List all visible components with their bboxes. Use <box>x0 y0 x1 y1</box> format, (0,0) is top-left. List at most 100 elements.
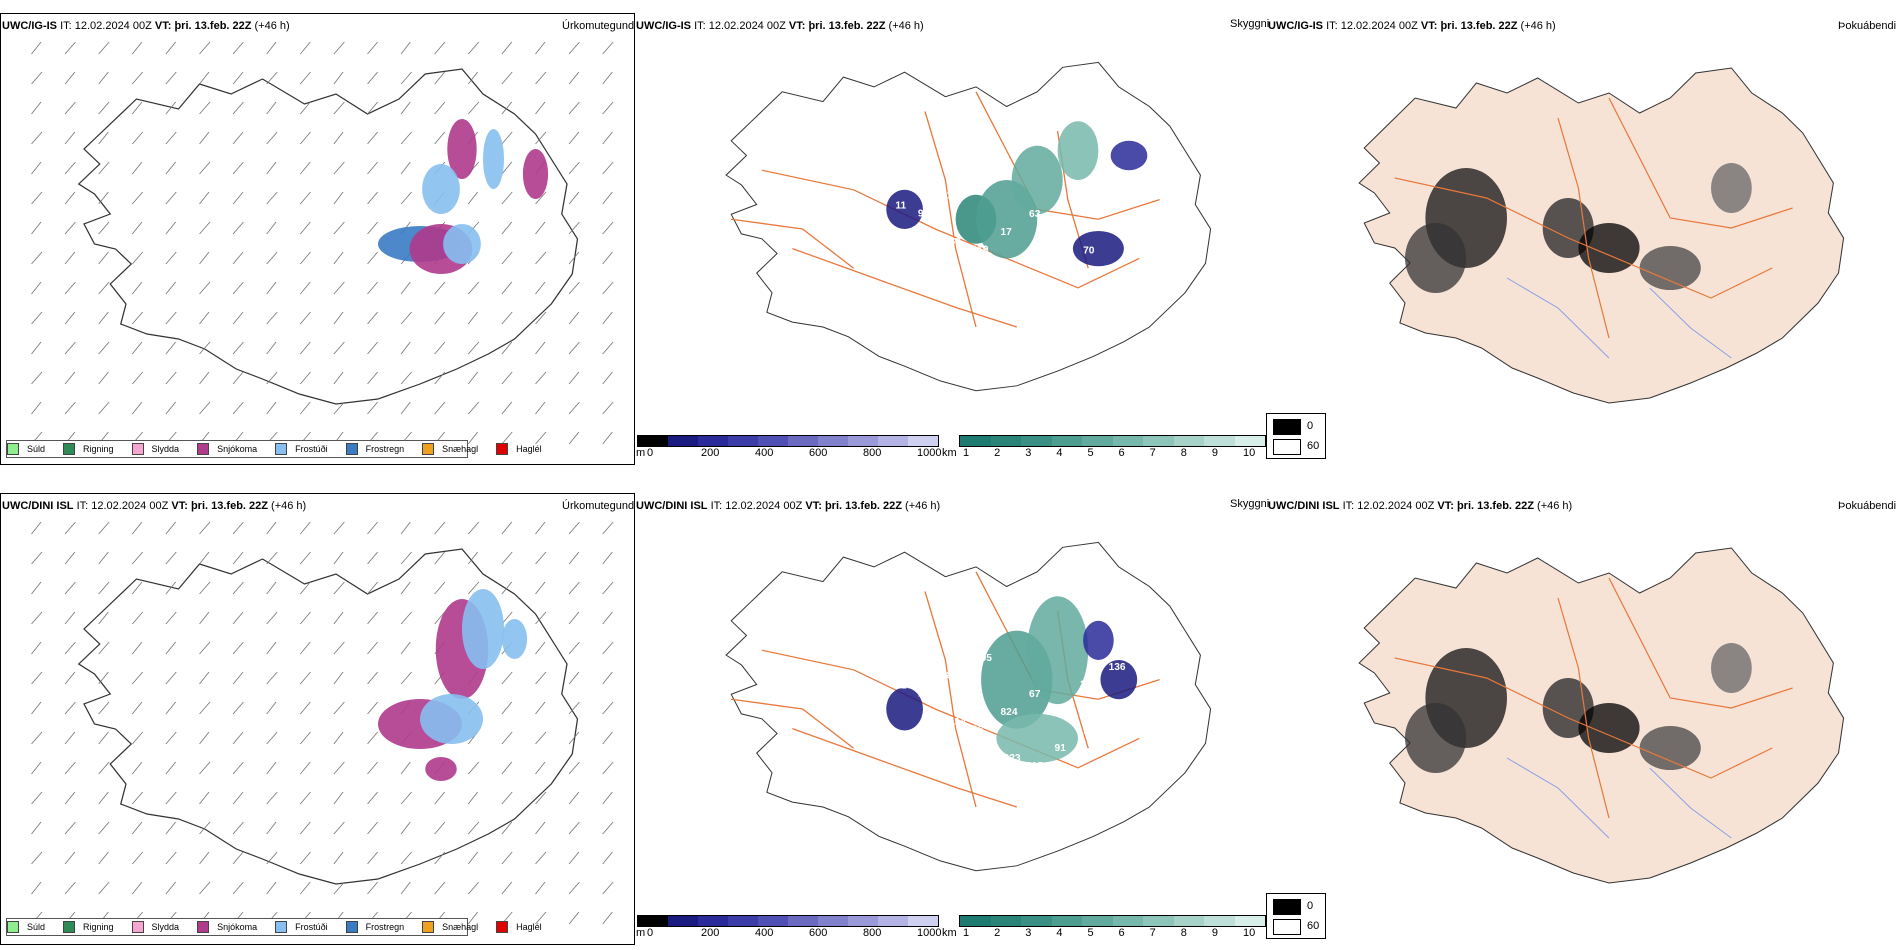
wind-barb <box>165 761 177 775</box>
wind-barb <box>400 521 411 535</box>
wind-barb <box>434 41 446 55</box>
height-colorbar-row2 <box>637 915 939 927</box>
legend-item: Haglél <box>496 443 542 455</box>
wind-barb <box>333 401 345 415</box>
wind-barb <box>98 41 110 55</box>
wind-barb <box>602 791 613 805</box>
wind-barb <box>568 341 580 355</box>
tick-label: 6 <box>1118 927 1125 939</box>
wind-barb <box>31 281 42 295</box>
wind-barb <box>31 671 43 685</box>
river <box>1506 277 1610 359</box>
wind-barb <box>31 371 43 385</box>
fog-area <box>1405 703 1467 773</box>
cloud-height-label: 93 <box>918 208 930 219</box>
wind-barb <box>232 41 244 55</box>
tick-label: 1000 <box>917 447 942 459</box>
wind-barb <box>299 551 311 565</box>
panel-name-cloud-row1: Skyggni <box>1230 18 1270 30</box>
wind-barb <box>333 641 345 655</box>
wind-barb <box>367 251 378 265</box>
wind-barb <box>367 71 378 85</box>
wind-barb <box>131 821 143 835</box>
wind-barb <box>367 221 378 235</box>
wind-barb <box>367 401 378 415</box>
wind-barb <box>535 191 547 205</box>
wind-barb <box>568 701 580 715</box>
title-fog-row1: UWC/IG-IS IT: 12.02.2024 00Z VT: þri. 13… <box>1268 20 1556 32</box>
wind-barb <box>602 371 613 385</box>
panel-name-fog-row1: Þokuábendi <box>1838 20 1897 32</box>
tick-label: 0 <box>647 447 654 459</box>
wind-barb <box>232 341 244 355</box>
wind-barb <box>165 671 177 685</box>
wind-barb <box>434 341 446 355</box>
wind-barb <box>98 221 110 235</box>
tick-label: 7 <box>1149 927 1156 939</box>
wind-barb <box>64 791 76 805</box>
wind-barb <box>568 761 580 775</box>
wind-barb <box>602 551 613 565</box>
wind-barb <box>467 521 480 535</box>
cloud-height-label: 96 <box>972 725 984 736</box>
tick-label: 10 <box>1243 927 1256 939</box>
road <box>731 698 855 749</box>
cloud-height-label: 21 <box>975 173 987 184</box>
cloud-area <box>1027 596 1089 705</box>
wind-barb <box>131 251 144 265</box>
panel-name-fog-row2: Þokuábendi <box>1838 500 1897 512</box>
wind-barb <box>98 71 109 85</box>
tick-label: 200 <box>701 927 720 939</box>
wind-barb <box>266 851 278 865</box>
fog-panel-row1 <box>1263 13 1900 463</box>
wind-barb <box>31 761 42 775</box>
wind-barb <box>602 701 614 715</box>
wind-barb <box>165 221 177 235</box>
cloud-height-label: 111 <box>918 688 934 699</box>
cloud-height-label: 116 <box>864 172 881 183</box>
wind-barb <box>199 671 210 685</box>
wind-barb <box>535 791 547 805</box>
cloud-panel-row1: 116 93 119 95 103 120 24 104 17 37 140 59 84 21 63 70 7 1… <box>635 13 1260 463</box>
wind-barb <box>131 161 143 175</box>
wind-barb <box>535 281 546 295</box>
wind-barb <box>232 581 244 595</box>
wind-barb <box>568 101 580 115</box>
title-cloud-row1: UWC/IG-IS IT: 12.02.2024 00Z VT: þri. 13… <box>636 20 924 32</box>
coastline <box>77 548 579 885</box>
wind-barb <box>98 371 109 385</box>
wind-barb <box>602 521 614 535</box>
wind-barb <box>467 191 478 205</box>
wind-barb <box>131 371 144 385</box>
wind-barb <box>131 701 143 715</box>
wind-barb <box>467 281 480 295</box>
wind-barb <box>400 161 411 175</box>
wind-barb <box>266 821 277 835</box>
wind-barb <box>434 281 446 295</box>
wind-barb <box>199 731 210 745</box>
wind-barb <box>568 41 580 55</box>
cloud-height-label: 7 <box>1137 282 1143 293</box>
wind-barb <box>602 311 613 325</box>
wind-barb <box>131 671 144 685</box>
wind-barb <box>299 191 311 205</box>
wind-barb <box>535 911 547 925</box>
wind-barb <box>98 881 110 895</box>
wind-barb <box>299 281 311 295</box>
wind-barb <box>602 911 613 925</box>
wind-barb <box>64 851 76 865</box>
cloud-height-label: 84 <box>921 254 933 265</box>
wind-barb <box>131 731 144 745</box>
wind-barb <box>199 761 211 775</box>
wind-barb <box>400 881 411 895</box>
tick-label: 10 <box>1243 447 1256 459</box>
wind-barb <box>232 791 244 805</box>
wind-barb <box>64 701 76 715</box>
wind-barb <box>535 521 546 535</box>
wind-barb <box>131 191 144 205</box>
wind-barb <box>467 881 480 895</box>
wind-barb <box>434 131 446 145</box>
wind-barb <box>602 281 614 295</box>
wind-barb <box>333 761 345 775</box>
wind-barb <box>568 551 580 565</box>
